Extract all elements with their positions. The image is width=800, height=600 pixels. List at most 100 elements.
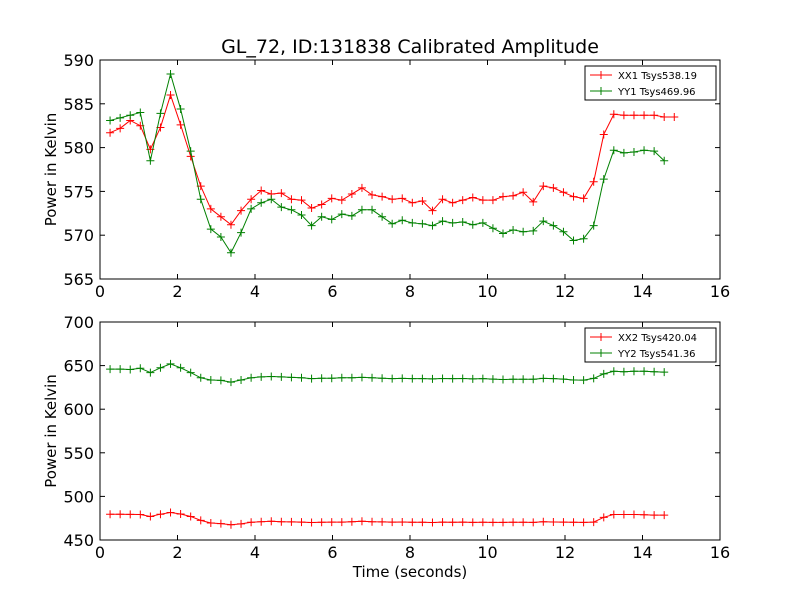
data-point xyxy=(287,195,296,204)
data-point xyxy=(186,368,195,377)
data-point xyxy=(196,195,205,204)
data-point xyxy=(549,374,558,383)
data-point xyxy=(388,219,397,228)
data-point xyxy=(337,196,346,205)
series-2 xyxy=(106,70,669,257)
data-point xyxy=(619,367,628,376)
data-point xyxy=(448,374,457,383)
x-tick-label: 16 xyxy=(710,543,730,562)
data-point xyxy=(106,365,115,374)
data-point xyxy=(398,518,407,527)
data-point xyxy=(599,175,608,184)
data-point xyxy=(529,375,538,384)
data-point xyxy=(660,156,669,165)
data-point xyxy=(660,112,669,121)
data-point xyxy=(237,519,246,528)
x-axis-label: Time (seconds) xyxy=(352,563,468,581)
data-point xyxy=(237,206,246,215)
data-point xyxy=(257,198,266,207)
data-point xyxy=(347,211,356,220)
data-point xyxy=(539,217,548,226)
data-point xyxy=(478,196,487,205)
data-point xyxy=(670,112,679,121)
data-point xyxy=(488,518,497,527)
data-point xyxy=(640,111,649,120)
data-point xyxy=(418,374,427,383)
data-point xyxy=(579,376,588,385)
data-point xyxy=(488,224,497,233)
y-tick-label: 550 xyxy=(63,444,94,463)
data-point xyxy=(650,111,659,120)
data-point xyxy=(539,182,548,191)
data-point xyxy=(317,212,326,221)
series-1 xyxy=(106,91,679,229)
data-point xyxy=(589,221,598,230)
data-point xyxy=(418,518,427,527)
data-point xyxy=(499,375,507,384)
data-point xyxy=(257,372,266,381)
data-point xyxy=(136,364,145,373)
data-point xyxy=(176,510,185,519)
data-point xyxy=(347,373,356,382)
data-point xyxy=(307,221,316,230)
x-tick-label: 16 xyxy=(710,282,730,301)
x-tick-label: 4 xyxy=(250,282,260,301)
data-point xyxy=(579,234,588,243)
data-point xyxy=(226,520,235,529)
y-tick-label: 565 xyxy=(63,270,94,289)
data-point xyxy=(559,188,568,197)
series-2 xyxy=(106,359,669,387)
data-point xyxy=(297,196,306,205)
data-point xyxy=(529,518,538,527)
data-point xyxy=(277,189,286,198)
data-point xyxy=(579,518,588,527)
data-point xyxy=(408,374,417,383)
data-point xyxy=(277,372,286,381)
data-point xyxy=(418,197,427,206)
data-point xyxy=(569,375,578,384)
data-point xyxy=(499,229,507,238)
data-point xyxy=(650,147,659,156)
data-point xyxy=(297,373,306,382)
data-point xyxy=(186,147,195,156)
data-point xyxy=(126,365,135,374)
data-point xyxy=(589,374,598,383)
legend-box xyxy=(584,65,717,101)
x-tick-label: 0 xyxy=(95,282,105,301)
x-tick-label: 6 xyxy=(327,543,337,562)
y-tick-label: 585 xyxy=(63,95,94,114)
data-point xyxy=(458,374,467,383)
data-point xyxy=(146,512,155,521)
data-point xyxy=(428,374,437,383)
data-point xyxy=(247,373,256,382)
panel-2: 0 2 4 6 8 10 12 14 16 450 500 550 600 650 700 Power in … xyxy=(42,313,730,581)
data-point xyxy=(519,227,528,236)
data-point xyxy=(297,518,306,527)
data-point xyxy=(307,374,316,383)
data-point xyxy=(176,105,185,114)
data-point xyxy=(317,200,326,209)
data-point xyxy=(609,367,618,376)
data-point xyxy=(408,198,417,207)
data-point xyxy=(488,375,497,384)
data-point xyxy=(478,518,487,527)
data-point xyxy=(378,517,387,526)
data-point xyxy=(136,510,145,519)
data-point xyxy=(428,518,437,527)
data-point xyxy=(368,190,377,199)
data-point xyxy=(529,197,538,206)
x-tick-label: 8 xyxy=(405,543,415,562)
data-point xyxy=(337,518,346,527)
legend-marker xyxy=(597,349,605,357)
data-point xyxy=(448,198,457,207)
data-point xyxy=(640,146,649,155)
data-point xyxy=(378,374,387,383)
legend-label: XX2 Tsys420.04 xyxy=(618,333,697,344)
data-point xyxy=(116,510,125,519)
data-point xyxy=(509,225,518,234)
data-point xyxy=(196,516,205,525)
data-point xyxy=(579,194,588,203)
x-tick-label: 12 xyxy=(555,282,575,301)
data-point xyxy=(116,124,125,133)
legend: XX2 Tsys420.04 YY2 Tsys541.36 xyxy=(584,327,717,363)
